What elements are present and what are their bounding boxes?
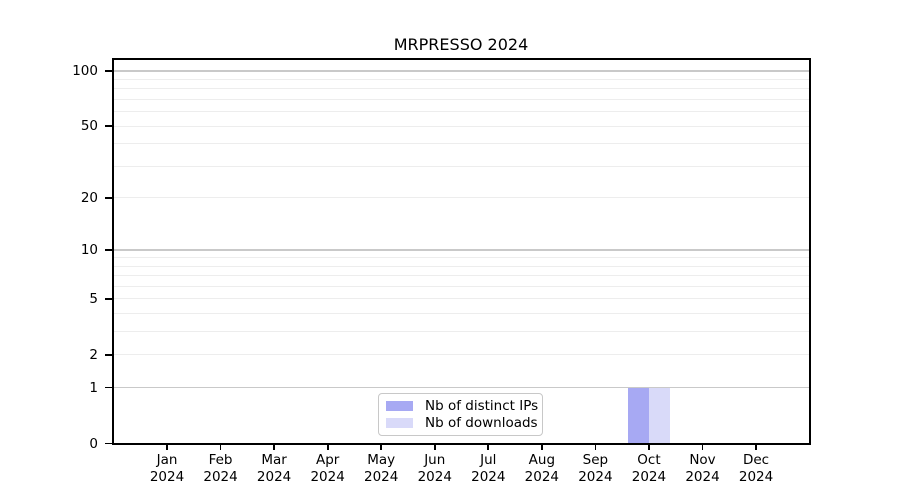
x-axis-year: 2024 bbox=[738, 468, 774, 485]
x-axis-year: 2024 bbox=[417, 468, 452, 485]
x-axis-month: Jul bbox=[480, 452, 497, 468]
y-axis-tick-label: 20 bbox=[80, 189, 98, 206]
y-axis-tick-label: 50 bbox=[80, 118, 98, 135]
x-axis-year: 2024 bbox=[149, 468, 185, 485]
x-axis-month: May bbox=[367, 452, 396, 468]
x-axis-year: 2024 bbox=[685, 468, 720, 485]
x-axis-year: 2024 bbox=[256, 468, 292, 485]
major-gridline bbox=[114, 249, 809, 251]
legend-swatch bbox=[386, 401, 413, 411]
legend-label: Nb of downloads bbox=[425, 414, 538, 431]
x-axis-tick-label: Apr 2024 bbox=[288, 452, 368, 485]
x-axis-month: Jun bbox=[424, 452, 446, 468]
x-axis-tick bbox=[166, 445, 168, 450]
x-axis-tick bbox=[433, 445, 436, 450]
x-axis-year: 2024 bbox=[524, 468, 560, 485]
y-axis-tick bbox=[105, 196, 113, 199]
x-axis-month: Apr bbox=[315, 452, 340, 468]
chart-title: MRPRESSO 2024 bbox=[393, 35, 529, 54]
minor-gridline bbox=[114, 257, 809, 259]
y-axis-tick-label: 2 bbox=[89, 346, 98, 363]
x-axis-tick bbox=[540, 445, 543, 450]
y-axis-tick bbox=[105, 386, 113, 389]
y-axis-tick bbox=[105, 70, 113, 72]
y-axis-tick bbox=[105, 125, 113, 128]
y-axis-tick bbox=[105, 442, 113, 445]
x-axis-month: Oct bbox=[637, 452, 661, 468]
x-axis-tick-label: Sep 2024 bbox=[555, 452, 635, 485]
minor-gridline bbox=[114, 125, 809, 127]
y-axis-tick-label: 100 bbox=[72, 62, 98, 79]
legend-label: Nb of distinct IPs bbox=[425, 397, 539, 414]
y-axis-tick-label: 0 bbox=[89, 435, 98, 452]
legend-row: Nb of downloads bbox=[379, 415, 542, 432]
minor-gridline bbox=[114, 313, 809, 315]
x-axis-tick bbox=[594, 445, 597, 450]
minor-gridline bbox=[114, 331, 809, 333]
x-axis-month: Jan bbox=[156, 452, 178, 468]
y-axis-tick bbox=[105, 297, 113, 300]
x-axis-year: 2024 bbox=[203, 468, 238, 485]
x-axis-tick-label: Jul 2024 bbox=[448, 452, 528, 485]
y-axis-tick bbox=[105, 353, 113, 356]
x-axis-year: 2024 bbox=[471, 468, 506, 485]
minor-gridline bbox=[114, 197, 809, 199]
y-axis-tick-label: 10 bbox=[80, 241, 98, 258]
minor-gridline bbox=[114, 165, 809, 167]
x-axis-tick-label: May 2024 bbox=[341, 452, 421, 485]
x-axis-tick bbox=[755, 445, 757, 450]
x-axis-month: Feb bbox=[208, 452, 233, 468]
major-gridline bbox=[114, 70, 809, 72]
x-axis-tick bbox=[219, 445, 222, 450]
x-axis-month: Aug bbox=[528, 452, 556, 468]
minor-gridline bbox=[114, 98, 809, 100]
major-gridline bbox=[114, 386, 809, 389]
x-axis-tick-label: Dec 2024 bbox=[716, 452, 796, 485]
x-axis-year: 2024 bbox=[578, 468, 613, 485]
minor-gridline bbox=[114, 275, 809, 277]
x-axis-tick-label: Mar 2024 bbox=[234, 452, 314, 485]
minor-gridline bbox=[114, 88, 809, 90]
bar-nb-of-distinct-ips bbox=[627, 387, 649, 443]
x-axis-tick-label: Nov 2024 bbox=[663, 452, 743, 485]
legend: Nb of distinct IPs Nb of downloads bbox=[378, 393, 543, 436]
x-axis-tick-label: Aug 2024 bbox=[502, 452, 582, 485]
x-axis-month: Mar bbox=[261, 452, 287, 468]
minor-gridline bbox=[114, 354, 809, 356]
minor-gridline bbox=[114, 298, 809, 300]
x-axis-year: 2024 bbox=[310, 468, 345, 485]
legend-row: Nb of distinct IPs bbox=[379, 398, 542, 415]
x-axis-tick bbox=[701, 445, 704, 450]
minor-gridline bbox=[114, 143, 809, 145]
minor-gridline bbox=[114, 78, 809, 80]
y-axis-tick bbox=[105, 249, 113, 251]
y-axis-tick-label: 1 bbox=[89, 379, 98, 396]
x-axis-year: 2024 bbox=[364, 468, 399, 485]
x-axis-month: Nov bbox=[689, 452, 716, 468]
x-axis-month: Sep bbox=[582, 452, 609, 468]
x-axis-year: 2024 bbox=[631, 468, 667, 485]
x-axis-tick bbox=[487, 445, 490, 450]
x-axis-tick-label: Feb 2024 bbox=[181, 452, 261, 485]
y-axis-tick-label: 5 bbox=[89, 290, 98, 307]
x-axis-tick bbox=[648, 445, 650, 450]
minor-gridline bbox=[114, 265, 809, 267]
x-axis-tick-label: Jun 2024 bbox=[395, 452, 475, 485]
x-axis-month: Dec bbox=[742, 452, 770, 468]
legend-swatch bbox=[386, 418, 413, 428]
x-axis-tick-label: Jan 2024 bbox=[127, 452, 207, 485]
x-axis-tick-label: Oct 2024 bbox=[609, 452, 689, 485]
minor-gridline bbox=[114, 285, 809, 287]
x-axis-tick bbox=[326, 445, 329, 450]
plot-area bbox=[112, 58, 811, 445]
x-axis-tick bbox=[273, 445, 275, 450]
x-axis-tick bbox=[380, 445, 383, 450]
minor-gridline bbox=[114, 111, 809, 113]
bar-nb-of-downloads bbox=[648, 387, 670, 443]
